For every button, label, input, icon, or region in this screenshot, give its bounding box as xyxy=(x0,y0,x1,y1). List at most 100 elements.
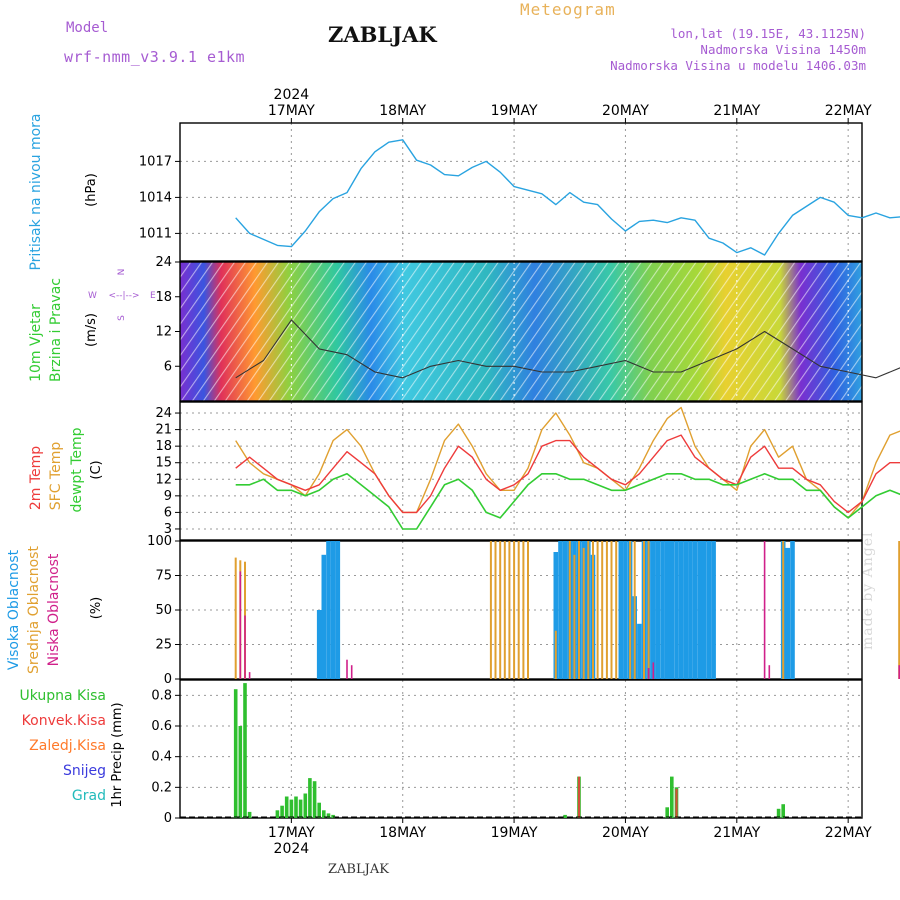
precip-bar xyxy=(294,796,298,818)
mid-cloud-bar xyxy=(522,541,525,679)
precip-bar xyxy=(326,813,331,818)
mid-cloud-bar xyxy=(615,541,618,679)
compass-n: N xyxy=(117,269,127,276)
wind-unit: (m/s) xyxy=(84,313,99,347)
y-tick-label: 24 xyxy=(155,406,172,421)
x-tick-label-top: 19MAY xyxy=(491,103,538,119)
y-tick-label: 0 xyxy=(164,672,172,687)
x-tick-label-bottom: 22MAY xyxy=(825,825,872,841)
mid-cloud-bar xyxy=(605,541,608,679)
high-cloud-bar xyxy=(618,541,624,679)
high-cloud-bar xyxy=(674,541,679,679)
precip-bar xyxy=(317,802,321,818)
dewpt-legend: dewpt Temp xyxy=(69,427,85,512)
y-tick-label: 24 xyxy=(155,255,172,270)
mid-cloud-bar xyxy=(633,541,636,679)
high-cloud-bar xyxy=(655,541,661,679)
mid-cloud-bar xyxy=(898,541,900,679)
high-cloud-bar xyxy=(553,552,559,679)
pressure-legend: Pritisak na nivou mora xyxy=(28,113,44,270)
x-tick-label-bottom: 21MAY xyxy=(713,825,760,841)
low-cloud-bar xyxy=(652,662,655,679)
y-tick-label: 18 xyxy=(155,439,172,454)
wind-speed-line xyxy=(235,319,900,379)
compass-w: W xyxy=(88,291,97,301)
precip-bar xyxy=(312,781,317,818)
precip-bar xyxy=(670,776,674,818)
low-cloud-bar xyxy=(239,571,242,679)
elevation-info: Nadmorska Visina 1450m xyxy=(700,42,866,57)
x-tick-label-top: 21MAY xyxy=(713,103,760,119)
precip-legend-1: Konvek.Kisa xyxy=(22,713,106,729)
high-cloud-bar xyxy=(330,541,336,679)
y-tick-label: 0.2 xyxy=(151,780,172,795)
low-cloud-legend: Niska Oblacnost xyxy=(46,553,62,666)
precip-bar xyxy=(308,778,312,818)
x-tick-label-bottom: 17MAY xyxy=(268,825,315,841)
footer-station: ZABLJAK xyxy=(328,862,389,877)
high-cloud-bar xyxy=(702,541,707,679)
low-cloud-bar xyxy=(768,665,771,679)
temp-unit: (C) xyxy=(89,460,104,479)
x-tick-label-top: 17MAY xyxy=(268,103,315,119)
y-tick-label: 25 xyxy=(155,638,172,653)
y-tick-label: 9 xyxy=(164,489,172,504)
x-tick-label-bottom: 18MAY xyxy=(379,825,426,841)
mid-cloud-bar xyxy=(517,541,520,679)
mid-cloud-bar xyxy=(503,541,506,679)
y-tick-label: 12 xyxy=(155,325,172,340)
temp-legend: 2m Temp xyxy=(28,446,44,510)
mid-cloud-bar xyxy=(596,541,599,679)
mid-cloud-bar xyxy=(629,541,632,679)
y-tick-label: 100 xyxy=(147,534,172,549)
precip-bar xyxy=(238,726,243,818)
y-tick-label: 0.8 xyxy=(151,688,172,703)
mid-cloud-bar xyxy=(592,541,594,679)
temp-2m-line xyxy=(235,434,900,514)
high-cloud-bar xyxy=(321,554,327,679)
compass-arrows: <--|--> xyxy=(108,291,139,301)
precip-legend-4: Grad xyxy=(72,788,106,804)
y-tick-label: 12 xyxy=(155,472,172,487)
high-cloud-bar xyxy=(651,541,656,679)
lonlat-info: lon,lat (19.15E, 43.1125N) xyxy=(670,26,866,41)
low-cloud-bar xyxy=(763,541,766,679)
high-cloud-bar xyxy=(637,623,642,679)
y-tick-label: 0 xyxy=(164,811,172,826)
y-tick-label: 21 xyxy=(155,423,172,438)
high-cloud-bar xyxy=(706,541,712,679)
precip-bar xyxy=(303,793,308,818)
high-cloud-bar xyxy=(692,541,698,679)
mid-cloud-bar xyxy=(782,541,785,679)
x-tick-label-top: 22MAY xyxy=(825,103,872,119)
low-cloud-bar xyxy=(647,668,650,679)
mid-cloud-bar xyxy=(527,541,529,679)
low-cloud-bar xyxy=(898,665,900,679)
precip-legend-0: Ukupna Kisa xyxy=(19,688,106,704)
y-tick-label: 15 xyxy=(155,456,172,471)
panel-frame xyxy=(179,540,863,680)
dewpt-line xyxy=(235,472,900,530)
y-tick-label: 3 xyxy=(164,522,172,537)
mid-cloud-bar xyxy=(573,554,576,679)
y-tick-label: 1011 xyxy=(139,226,172,241)
precip-bar xyxy=(675,788,678,818)
wind-legend-1: 10m Vjetar xyxy=(28,304,44,382)
mid-cloud-bar xyxy=(499,541,502,679)
high-cloud-bar xyxy=(790,541,795,679)
high-cloud-bar xyxy=(678,541,684,679)
panel-frame xyxy=(179,122,863,262)
precip-legend-3: Snijeg xyxy=(63,763,106,779)
high-cloud-bar xyxy=(683,541,689,679)
pressure-line xyxy=(235,139,900,256)
high-cloud-bar xyxy=(326,541,331,679)
mid-cloud-bar xyxy=(643,541,645,679)
model-name: wrf-nmm_v3.9.1 e1km xyxy=(64,48,246,66)
high-cloud-legend: Visoka Oblacnost xyxy=(6,549,22,670)
y-tick-label: 6 xyxy=(164,505,172,520)
high-cloud-bar xyxy=(335,541,341,679)
station-title: ZABLJAK xyxy=(328,22,437,47)
high-cloud-bar xyxy=(660,541,665,679)
precip-unit: 1hr Precip (mm) xyxy=(110,702,125,807)
